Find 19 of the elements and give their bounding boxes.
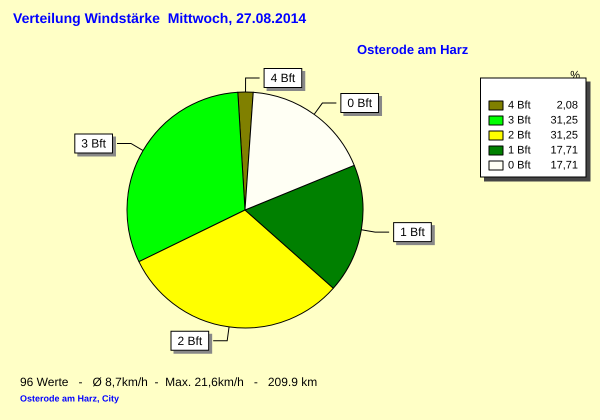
slice-label: 2 Bft xyxy=(177,334,203,348)
text: Osterode am Harz, City xyxy=(20,394,120,404)
data-label: 17,71 xyxy=(550,160,578,172)
slice-label: 4 Bft xyxy=(270,71,296,85)
chart-subtitle: Osterode am Harz xyxy=(357,42,469,57)
slice-label: 0 Bft xyxy=(347,96,373,110)
legend-label: 4 Bft xyxy=(508,100,531,112)
legend-label: 0 Bft xyxy=(508,160,531,172)
slice-label: 1 Bft xyxy=(400,225,426,240)
legend-label: 2 Bft xyxy=(508,130,531,142)
text: 96 Werte - Ø 8,7km/h - Max. 21,6km/h - 209.9 km xyxy=(20,375,318,389)
data-label: 2,08 xyxy=(556,100,578,112)
legend-label: 3 Bft xyxy=(508,114,531,126)
chart-title: Verteilung Windstärke Mittwoch, 27.08.2014 xyxy=(13,10,306,26)
legend-label: 1 Bft xyxy=(508,144,531,156)
data-label: 31,25 xyxy=(550,114,578,126)
data-label: 31,25 xyxy=(550,130,578,142)
data-label: 17,71 xyxy=(550,144,578,156)
slice-label: 3 Bft xyxy=(81,136,107,150)
